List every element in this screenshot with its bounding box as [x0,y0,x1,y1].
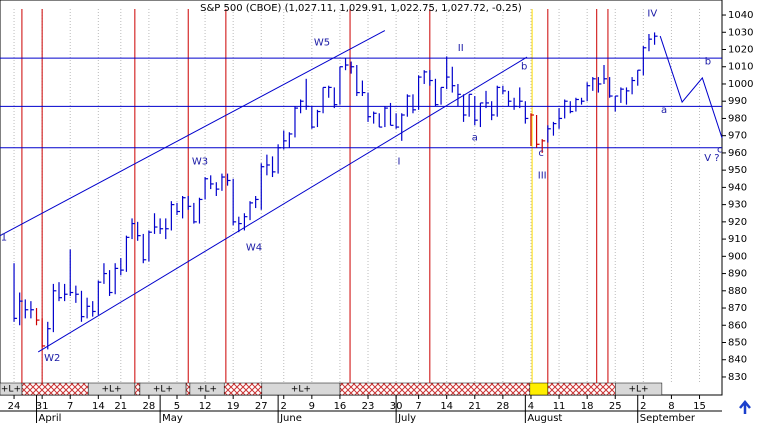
y-tick-label: 920 [728,217,747,228]
strip-hatched [223,382,263,396]
x-tick-label: 21 [468,401,481,412]
x-tick-label: 28 [143,401,156,412]
x-tick-label: 5 [174,401,180,412]
x-tick-label: 31 [36,401,49,412]
x-tick-label: 9 [309,401,315,412]
x-tick-label: 19 [227,401,240,412]
y-tick-label: 960 [728,148,747,159]
annotation: V ? [704,153,719,164]
channel-line [0,30,386,237]
annotation: a [472,132,478,143]
scroll-arrow[interactable] [739,400,751,414]
annotation: W3 [192,157,208,168]
x-tick-label: 7 [67,401,73,412]
strip-segment [0,382,23,396]
y-tick-label: 930 [728,200,747,211]
annotation: I [397,157,400,168]
x-tick-label: 15 [693,401,706,412]
x-tick-label: 2 [640,401,646,412]
strip-hatched [134,382,141,396]
x-tick-label: 25 [609,401,622,412]
chart-title: S&P 500 (CBOE) (1,027.11, 1,029.91, 1,02… [200,3,522,14]
channel-line [37,56,528,353]
x-tick-label: 7 [415,401,421,412]
annotation: 1 [1,232,7,243]
strip-hatched [21,382,89,396]
x-tick-label: 12 [199,401,212,412]
annotation: c [717,144,723,155]
x-tick-label: 8 [668,401,674,412]
x-tick-label: 18 [581,401,594,412]
strip-label: +L+ [101,385,121,395]
x-tick-label: 11 [553,401,566,412]
strip-segment [189,382,225,396]
y-tick-label: 940 [728,182,747,193]
y-tick-label: 990 [728,96,747,107]
strip-label: +L+ [197,385,217,395]
x-tick-label: 14 [92,401,105,412]
month-label: September [640,413,696,423]
y-tick-label: 850 [728,337,747,348]
annotation: W4 [246,243,262,254]
y-tick-label: 970 [728,131,747,142]
y-tick-label: 1040 [728,10,753,21]
x-tick-label: 24 [8,401,21,412]
strip-segment [139,382,187,396]
month-label: April [39,413,62,423]
x-tick-label: 23 [362,401,375,412]
strip-label: +L+ [291,385,311,395]
plot: +L+ +L+ +L+ +L+ +L+ +L+24 31 7 14 21 28 5 12 19 27 2 9 16… [0,8,753,424]
x-tick-label: 28 [497,401,510,412]
y-tick-label: 950 [728,165,747,176]
x-tick-label: 16 [334,401,347,412]
y-tick-label: 860 [728,320,747,331]
annotation: b [705,57,711,68]
annotation: III [538,170,547,181]
y-tick-label: 1010 [728,62,753,73]
annotation: W2 [44,353,60,364]
x-tick-label: 21 [114,401,127,412]
strip-hatched [547,382,616,396]
projection-line [659,35,723,139]
annotation: W5 [314,38,330,49]
y-tick-label: 880 [728,286,747,297]
strip-highlight [529,382,549,396]
x-tick-label: 27 [255,401,268,412]
strip-segment [87,382,136,396]
month-label: June [279,413,302,423]
strip-segment [261,382,341,396]
y-tick-label: 910 [728,234,747,245]
annotation: a [661,105,667,116]
month-label: May [162,413,183,423]
y-tick-label: 840 [728,355,747,366]
annotation: c [538,148,544,159]
y-tick-label: 1000 [728,79,753,90]
strip-label: +L+ [1,385,21,395]
y-tick-label: 830 [728,372,747,383]
annotation: IV [647,8,657,19]
y-tick-label: 980 [728,113,747,124]
y-tick-label: 870 [728,303,747,314]
strip-hatched [339,382,531,396]
x-tick-label: 14 [440,401,453,412]
y-tick-label: 890 [728,269,747,280]
strip-label: +L+ [629,385,649,395]
y-tick-label: 1030 [728,27,753,38]
month-label: August [527,413,562,423]
annotation: II [458,43,464,54]
y-tick-label: 1020 [728,45,753,56]
strip-label: +L+ [153,385,173,395]
x-tick-label: 4 [528,401,534,412]
y-tick-label: 900 [728,251,747,262]
plot-frame [0,0,723,396]
x-tick-label: 2 [281,401,287,412]
month-label: July [397,413,416,423]
annotation: b [521,62,527,73]
strip-segment [614,382,663,396]
strip-hatched [185,382,191,396]
